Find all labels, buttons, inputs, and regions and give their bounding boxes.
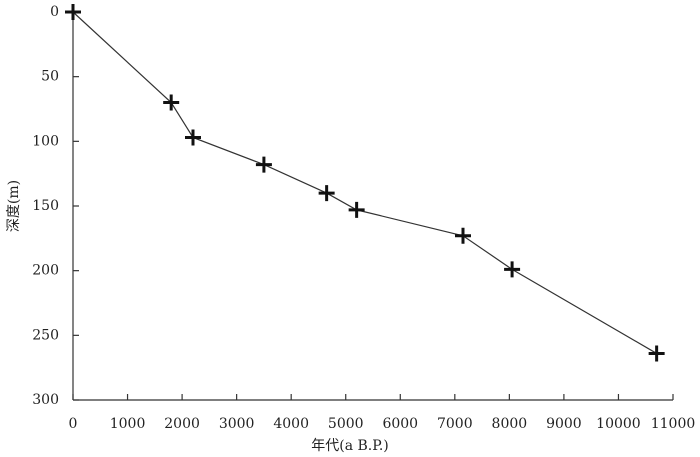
marker: [65, 4, 81, 20]
line: [72, 11, 657, 354]
y-tick-label: 150: [32, 198, 59, 214]
marker: [163, 94, 180, 111]
marker: [318, 185, 335, 202]
x-tick-label: 1000: [110, 416, 146, 432]
x-tick-label: 0: [69, 416, 78, 432]
x-axis-label: 年代(a B.P.): [311, 438, 389, 454]
y-tick-label: 250: [32, 327, 59, 343]
x-tick-label: 9000: [546, 416, 582, 432]
marker: [255, 156, 272, 173]
x-tick-label: 6000: [382, 416, 418, 432]
marker: [185, 129, 201, 146]
y-tick-label: 100: [32, 133, 59, 149]
x-tick-label: 2000: [164, 416, 200, 432]
x-tick-label: 10000: [596, 416, 641, 432]
x-tick-label: 8000: [492, 416, 528, 432]
x-tick-label: 5000: [328, 416, 364, 432]
x-tick-label: 3000: [219, 416, 255, 432]
marker: [504, 261, 521, 278]
x-tick-label: 4000: [273, 416, 309, 432]
y-tick-label: 50: [41, 69, 59, 85]
marker: [348, 201, 365, 218]
y-tick-label: 0: [50, 4, 59, 20]
x-tick-label: 11000: [651, 416, 696, 432]
y-tick-label: 200: [32, 263, 59, 279]
marker: [648, 345, 665, 362]
y-axis-label: 深度(m): [6, 180, 22, 232]
y-tick-label: 300: [32, 392, 59, 408]
marker: [455, 227, 471, 244]
x-tick-label: 7000: [437, 416, 473, 432]
